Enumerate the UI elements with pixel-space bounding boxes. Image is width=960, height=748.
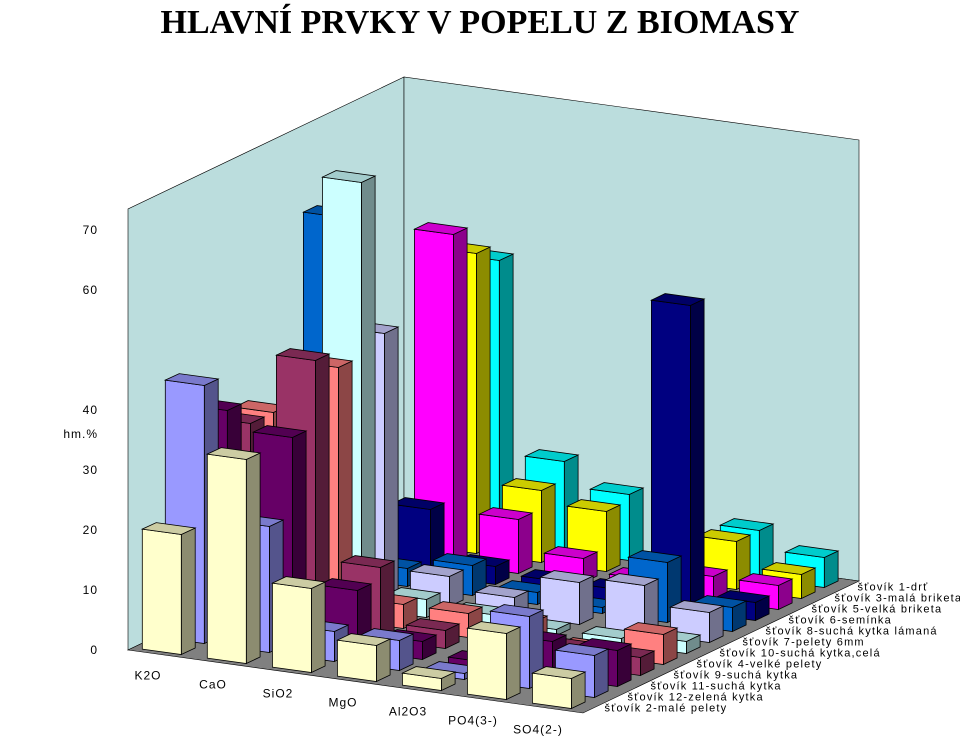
bar [466,621,522,701]
bar [271,576,327,674]
bar [205,447,262,665]
series-label: šťovík 7-pelety 6mm [743,637,865,649]
y-tick-label: 70 [83,223,98,237]
bar [336,633,392,683]
y-tick-label: 10 [83,583,98,597]
y-axis-label: hm.% [63,427,98,441]
x-tick-label: K2O [134,669,161,683]
x-tick-label: SO4(2-) [513,723,563,737]
y-tick-label: 30 [83,463,98,477]
bar [539,570,595,626]
y-tick-label: 20 [83,523,98,537]
x-tick-label: MgO [328,696,357,710]
bar [604,573,660,635]
x-tick-label: CaO [199,678,227,692]
series-label: šťovík 2-malé pelety [605,703,728,715]
series-label: šťovík 9-suchá kytka [674,670,799,682]
y-tick-label: 60 [83,283,98,297]
y-tick-label: 0 [90,643,98,657]
bar [413,222,469,566]
series-label: šťovík 3-malá briketa [835,593,960,605]
series-label: šťovík 5-velká briketa [812,604,943,616]
series-label: šťovík 4-velké pelety [697,659,823,671]
chart-title: HLAVNÍ PRVKY V POPELU Z BIOMASY [160,4,800,41]
bar [140,522,197,656]
bar [401,666,457,692]
x-tick-label: PO4(3-) [448,714,498,728]
series-label: šťovík 8-suchá kytka lámaná [766,626,938,638]
series-label: šťovík 1-drť [858,582,929,594]
series-label: šťovík 11-suchá kytka [651,681,782,693]
series-label: šťovík 6-semínka [789,615,892,627]
x-tick-label: SiO2 [263,687,294,701]
x-tick-label: Al2O3 [389,705,427,719]
bar [650,293,706,613]
series-label: šťovík 10-suchá kytka,celá [720,648,881,660]
y-tick-label: 40 [83,403,98,417]
series-label: šťovík 12-zelená kytka [628,692,764,704]
bar [531,666,587,710]
